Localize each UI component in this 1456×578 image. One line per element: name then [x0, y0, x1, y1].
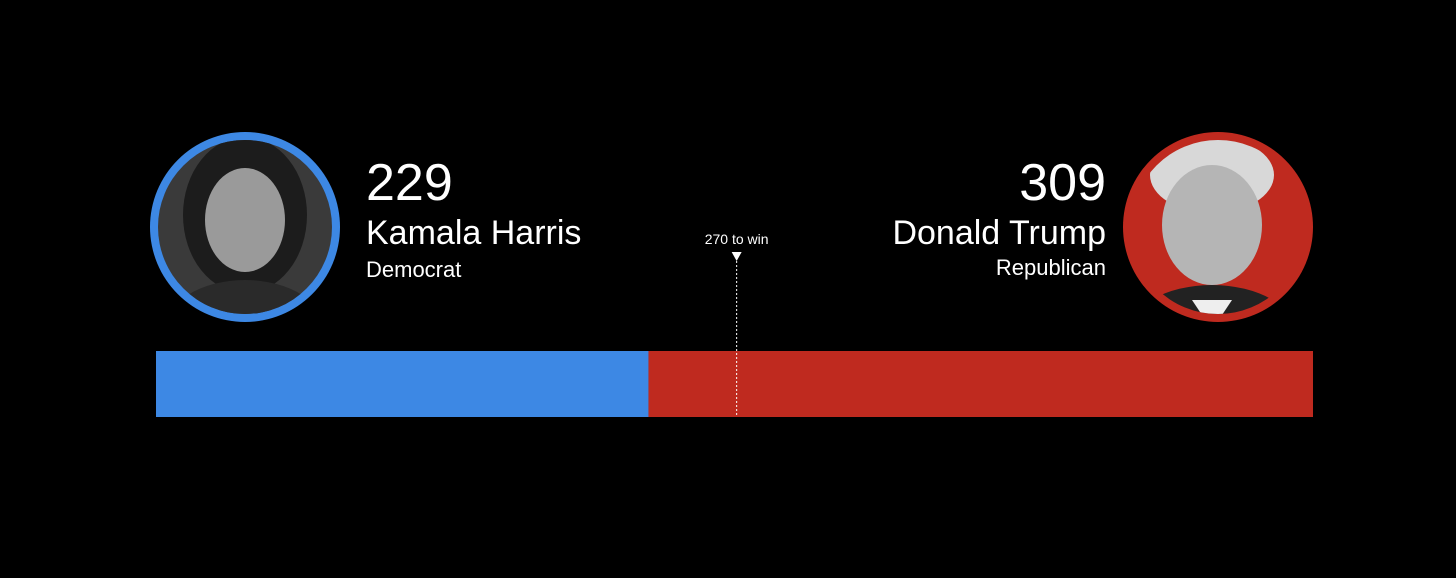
candidate-name: Kamala Harris [366, 214, 581, 252]
electoral-votes: 229 [366, 154, 453, 212]
party-label: Republican [996, 255, 1106, 280]
bar-segment [648, 351, 1313, 417]
portrait [150, 132, 340, 322]
electoral-votes: 309 [1019, 154, 1106, 212]
threshold-marker [731, 252, 742, 261]
threshold-label: 270 to win [705, 231, 769, 247]
party-label: Democrat [366, 257, 461, 282]
candidate-name: Donald Trump [892, 214, 1106, 252]
bar-segment [156, 351, 649, 417]
